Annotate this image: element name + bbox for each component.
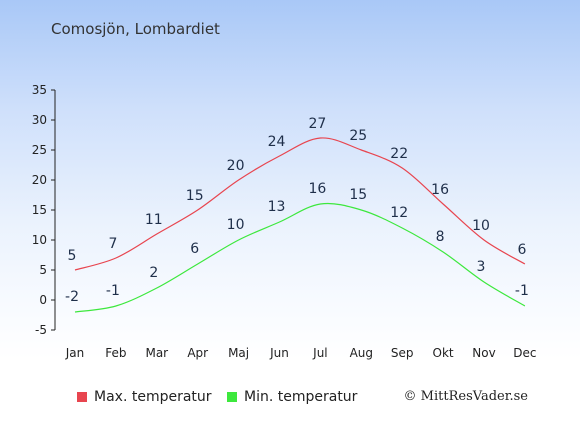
- legend-swatch-min: [227, 392, 237, 402]
- data-label-max: 27: [308, 116, 326, 132]
- x-tick-label: Sep: [391, 346, 414, 360]
- y-tick-label: 10: [32, 233, 47, 247]
- data-label-min: 15: [349, 187, 367, 203]
- x-tick-label: Nov: [472, 346, 495, 360]
- legend-label-min: Min. temperatur: [244, 389, 358, 405]
- data-label-max: 6: [517, 242, 526, 258]
- x-tick-label: Jul: [312, 346, 327, 360]
- data-label-min: 13: [268, 199, 286, 215]
- series-lines: [74, 137, 526, 313]
- y-tick-label: 20: [32, 173, 47, 187]
- y-tick-label: -5: [35, 323, 47, 337]
- data-label-max: 15: [186, 188, 204, 204]
- y-tick-label: 25: [32, 143, 47, 157]
- data-label-max: 5: [68, 248, 77, 264]
- data-label-min: 2: [149, 265, 158, 281]
- data-label-min: 12: [390, 205, 408, 221]
- legend-item-min: Min. temperatur: [227, 389, 357, 405]
- page-title: Comosjön, Lombardiet: [51, 20, 220, 38]
- data-label-min: -2: [65, 289, 79, 305]
- x-tick-label: Dec: [513, 346, 536, 360]
- x-tick-label: Maj: [228, 346, 249, 360]
- x-tick-label: Jan: [65, 346, 85, 360]
- site-credit: © MittResVader.se: [403, 389, 528, 404]
- data-label-min: 8: [436, 229, 445, 245]
- x-tick-label: Okt: [433, 346, 454, 360]
- x-tick-label: Mar: [145, 346, 168, 360]
- legend-swatch-max: [77, 392, 87, 402]
- series-line-min: [74, 202, 526, 313]
- data-label-max: 22: [390, 146, 408, 162]
- x-tick-label: Apr: [187, 346, 208, 360]
- data-label-min: 16: [308, 181, 326, 197]
- y-tick-label: 5: [39, 263, 47, 277]
- legend-item-max: Max. temperatur: [77, 389, 212, 405]
- x-tick-label: Jun: [269, 346, 289, 360]
- data-label-max: 7: [108, 236, 117, 252]
- data-label-max: 10: [472, 218, 490, 234]
- y-tick-label: 0: [39, 293, 47, 307]
- data-labels: 5 7 11 15 20 24 27 25 22 16 10 6 -2 -1 2 6 10 13 16 15 12 8 3 -…: [65, 116, 529, 305]
- series-line-max: [74, 137, 526, 271]
- data-label-max: 24: [268, 134, 286, 150]
- x-tick-label: Aug: [350, 346, 373, 360]
- data-label-min: 3: [477, 259, 486, 275]
- data-label-min: 6: [190, 241, 199, 257]
- data-label-max: 25: [349, 128, 367, 144]
- y-tick-label: 30: [32, 113, 47, 127]
- legend-label-max: Max. temperatur: [94, 389, 212, 405]
- data-label-max: 16: [431, 182, 449, 198]
- data-label-min: 10: [227, 217, 245, 233]
- data-label-min: -1: [106, 283, 120, 299]
- y-tick-label: 35: [32, 83, 47, 97]
- data-label-min: -1: [515, 283, 529, 299]
- x-tick-label: Feb: [105, 346, 126, 360]
- data-label-max: 11: [145, 212, 163, 228]
- data-label-max: 20: [227, 158, 245, 174]
- y-tick-label: 15: [32, 203, 47, 217]
